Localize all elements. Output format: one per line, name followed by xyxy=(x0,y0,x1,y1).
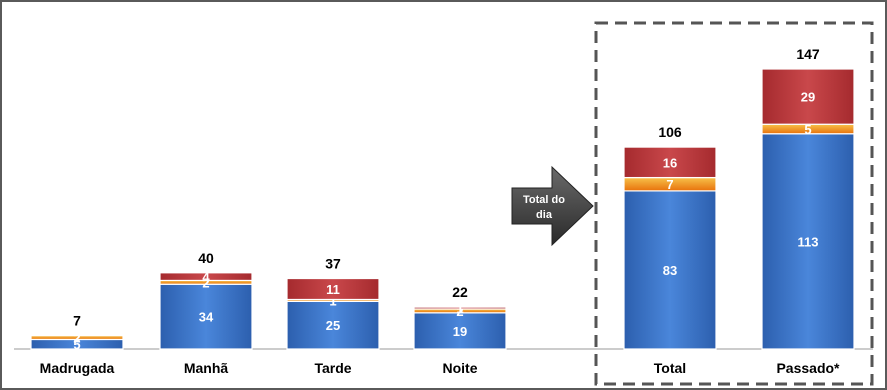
bar-group-5: 113 5 29 147 Passado* xyxy=(761,46,855,376)
segment-value-label: 113 xyxy=(798,234,819,249)
bar-segment-red xyxy=(761,68,855,125)
segment-value-label: 7 xyxy=(666,177,673,192)
segment-value-label: 2 xyxy=(73,331,80,346)
category-label: Total xyxy=(654,360,686,376)
bar-segment-blue xyxy=(761,133,855,350)
segment-value-label: 16 xyxy=(663,155,677,170)
arrow-callout: Total do dia xyxy=(511,165,594,247)
category-label: Passado* xyxy=(776,360,840,376)
segment-value-label: 25 xyxy=(326,318,340,333)
bar-segment-blue xyxy=(623,190,717,350)
bar-total-label: 7 xyxy=(73,313,81,329)
segment-value-label: 2 xyxy=(202,275,209,290)
segment-value-label: 29 xyxy=(801,90,815,105)
segment-value-label: 1 xyxy=(456,301,463,316)
segment-value-label: 5 xyxy=(804,122,811,137)
arrow-shape xyxy=(511,165,594,247)
bar-total-label: 106 xyxy=(658,124,682,140)
arrow-label-line-2: dia xyxy=(536,209,553,221)
segment-value-label: 83 xyxy=(663,263,677,278)
arrow-label-line-1: Total do xyxy=(523,194,565,206)
bars-layer: 527Madrugada342440Manhã2511137Tarde19212… xyxy=(30,46,855,376)
category-label: Noite xyxy=(443,360,478,376)
bar-total-label: 37 xyxy=(325,256,341,272)
bar-segment-red xyxy=(623,146,717,179)
segment-value-label: 19 xyxy=(453,324,467,339)
dashed-highlight-box xyxy=(594,21,874,386)
bar-total-label: 22 xyxy=(452,284,468,300)
segment-value-label: 11 xyxy=(326,282,340,297)
bar-group-0: 52 7 Madrugada xyxy=(30,313,124,376)
category-label: Manhã xyxy=(184,360,229,376)
segment-value-label: 2 xyxy=(456,304,463,319)
segment-value-label: 1 xyxy=(329,293,336,308)
bar-group-4: 83 7 16 106 Total xyxy=(623,124,717,376)
bar-segment-red xyxy=(413,306,507,310)
bar-segment-red xyxy=(286,277,380,301)
category-label: Tarde xyxy=(314,360,351,376)
bar-segment-red xyxy=(159,272,253,282)
bar-total-label: 40 xyxy=(198,250,214,266)
bar-segment-blue xyxy=(413,312,507,350)
segment-value-label: 5 xyxy=(73,337,80,352)
bar-group-2: 25 111 37 Tarde xyxy=(286,256,380,376)
segment-value-label: 34 xyxy=(199,310,214,325)
category-label: Madrugada xyxy=(40,360,115,376)
bar-segment-orange xyxy=(30,335,124,341)
segment-value-label: 4 xyxy=(202,270,210,285)
bar-total-label: 147 xyxy=(796,46,820,62)
bar-group-1: 34 24 40 Manhã xyxy=(159,250,253,376)
